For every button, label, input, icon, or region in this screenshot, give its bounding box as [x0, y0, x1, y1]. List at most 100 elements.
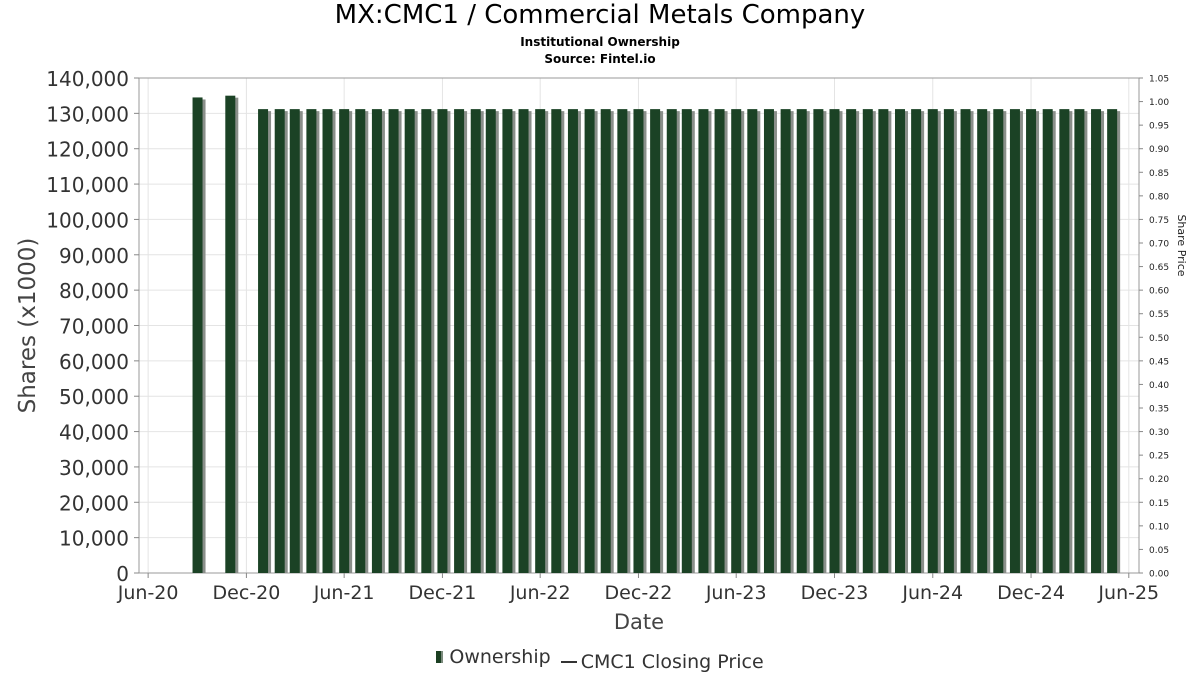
ownership-bar: [404, 109, 415, 573]
y-tick-label: 30,000: [59, 456, 129, 480]
y2-tick-label: 0.85: [1149, 169, 1169, 179]
ownership-bar: [977, 109, 988, 573]
ownership-bar: [225, 95, 236, 573]
x-axis-label: Date: [614, 610, 664, 634]
y-tick-label: 10,000: [59, 527, 129, 551]
ownership-bar: [813, 109, 824, 573]
ownership-bar: [993, 109, 1004, 573]
y2-tick-label: 0.00: [1149, 570, 1169, 580]
legend-ownership-label: Ownership: [449, 646, 551, 668]
x-tick-label: Dec-23: [801, 582, 869, 604]
price-line-swatch: [560, 661, 577, 663]
ownership-bar: [192, 97, 203, 574]
ownership-bar: [911, 109, 922, 573]
x-tick-label: Dec-20: [213, 582, 281, 604]
x-axis: Jun-20 Dec-20 Jun-21 Dec-21 Jun-22 Dec-22 Jun-…: [117, 573, 1159, 604]
y-tick-label: 50,000: [59, 385, 129, 409]
y-tick-label: 0: [116, 562, 129, 586]
ownership-bar: [567, 109, 578, 573]
chart-title: MX:CMC1 / Commercial Metals Company: [334, 0, 866, 30]
y2-tick-label: 0.30: [1149, 428, 1169, 438]
y-axis-label: Shares (x1000): [15, 238, 41, 414]
ownership-bar: [322, 109, 333, 573]
chart-legend: Ownership CMC1 Closing Price: [0, 646, 1200, 673]
ownership-bar: [633, 109, 644, 573]
ownership-bar: [485, 109, 496, 573]
ownership-bar: [895, 109, 906, 573]
y-axis: 0 10,000 20,000 30,000 40,000 50,000 60,000 70,…: [46, 67, 139, 586]
y2-tick-label: 0.90: [1149, 145, 1169, 155]
legend-item-ownership[interactable]: Ownership: [436, 646, 551, 668]
y2-tick-label: 0.95: [1149, 122, 1169, 132]
y2-tick-label: 0.45: [1149, 357, 1169, 367]
ownership-bar: [551, 109, 562, 573]
ownership-bar-swatch: [436, 651, 444, 663]
ownership-bar: [437, 109, 448, 573]
ownership-bar: [714, 109, 725, 573]
ownership-bar: [371, 109, 382, 573]
x-tick-label: Jun-22: [509, 582, 571, 604]
ownership-bar: [274, 109, 285, 573]
y2-tick-label: 1.05: [1149, 75, 1169, 85]
y-tick-label: 60,000: [59, 350, 129, 374]
ownership-bar: [943, 109, 954, 573]
ownership-bars: [192, 95, 1121, 574]
y-tick-label: 130,000: [46, 102, 129, 126]
ownership-bar: [454, 109, 465, 573]
ownership-bar: [502, 109, 513, 573]
ownership-bar: [1059, 109, 1070, 573]
y2-tick-label: 1.00: [1149, 98, 1169, 108]
ownership-bar: [731, 109, 742, 573]
y2-tick-label: 0.55: [1149, 310, 1169, 320]
y-tick-label: 80,000: [59, 279, 129, 303]
y2-tick-label: 0.40: [1149, 381, 1169, 391]
ownership-bar: [388, 109, 399, 573]
x-tick-label: Jun-20: [117, 582, 179, 604]
ownership-bar: [1009, 109, 1020, 573]
ownership-bar: [780, 109, 791, 573]
y2-axis-label: Share Price: [1175, 214, 1188, 276]
ownership-bar: [470, 109, 481, 573]
ownership-bar: [763, 109, 774, 573]
ownership-bar: [355, 109, 366, 573]
ownership-bar: [747, 109, 758, 573]
y2-tick-label: 0.70: [1149, 240, 1169, 250]
ownership-bar: [339, 109, 350, 573]
ownership-bar: [681, 109, 692, 573]
y2-tick-label: 0.20: [1149, 475, 1169, 485]
y2-axis: 0.00 0.05 0.10 0.15 0.20 0.25 0.30 0.35 0.40 0.45…: [1139, 75, 1169, 580]
x-tick-label: Dec-24: [997, 582, 1065, 604]
y2-tick-label: 0.80: [1149, 192, 1169, 202]
legend-price-label: CMC1 Closing Price: [580, 651, 764, 673]
legend-item-price[interactable]: CMC1 Closing Price: [560, 651, 764, 673]
ownership-bar: [1042, 109, 1053, 573]
y-tick-label: 120,000: [46, 138, 129, 162]
ownership-bar: [518, 109, 529, 573]
ownership-bar: [1074, 109, 1085, 573]
ownership-bar: [666, 109, 677, 573]
ownership-bar: [796, 109, 807, 573]
ownership-bar: [846, 109, 857, 573]
ownership-bar: [829, 109, 840, 573]
ownership-bar: [650, 109, 661, 573]
ownership-bar: [862, 109, 873, 573]
x-tick-label: Jun-23: [705, 582, 767, 604]
x-tick-label: Dec-21: [409, 582, 477, 604]
ownership-chart: 0 10,000 20,000 30,000 40,000 50,000 60,000 70,…: [15, 67, 1188, 634]
x-tick-label: Jun-24: [901, 582, 963, 604]
ownership-bar: [584, 109, 595, 573]
ownership-bar: [306, 109, 317, 573]
y2-tick-label: 0.50: [1149, 334, 1169, 344]
y-tick-label: 20,000: [59, 491, 129, 515]
x-tick-label: Jun-25: [1097, 582, 1159, 604]
y2-tick-label: 0.60: [1149, 287, 1169, 297]
ownership-bar: [1107, 109, 1118, 573]
ownership-bar: [960, 109, 971, 573]
y-tick-label: 140,000: [46, 67, 129, 91]
ownership-bar: [258, 109, 269, 573]
chart-subtitle: Institutional Ownership: [520, 35, 680, 49]
y2-tick-label: 0.15: [1149, 499, 1169, 509]
y2-tick-label: 0.25: [1149, 452, 1169, 462]
ownership-bar: [1091, 109, 1102, 573]
y2-tick-label: 0.05: [1149, 546, 1169, 556]
